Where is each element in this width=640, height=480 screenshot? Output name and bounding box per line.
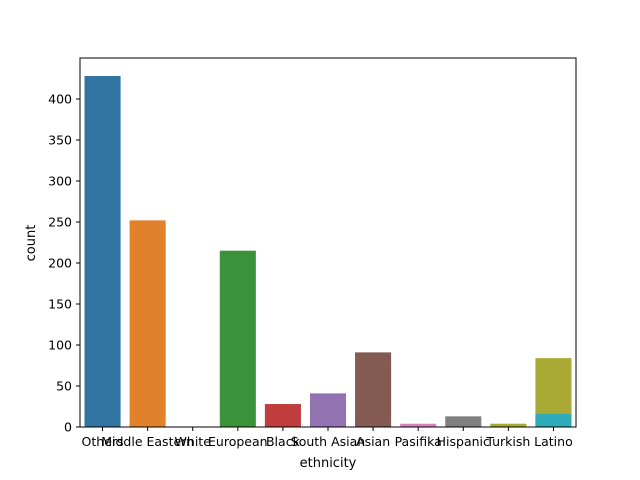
y-tick-label-50: 50: [56, 379, 72, 394]
y-tick-label-100: 100: [48, 338, 72, 353]
x-tick-label-latino: Latino: [534, 434, 573, 449]
bar-hispanic-8: [445, 416, 482, 427]
bar-black-4: [264, 404, 301, 427]
x-tick-label-others: Others: [82, 434, 124, 449]
y-tick-label-350: 350: [48, 133, 72, 148]
x-tick-label-turkish: Turkish: [485, 434, 530, 449]
bar-asian-6: [355, 352, 392, 427]
x-tick-label-pasifika: Pasifika: [395, 434, 442, 449]
bars-layer: [84, 76, 572, 427]
x-tick-label-south-asian: South Asian: [291, 434, 365, 449]
x-tick-label-hispanic: Hispanic: [437, 434, 490, 449]
x-tick-label-asian: Asian: [356, 434, 390, 449]
bar-pasifika-7: [400, 423, 437, 427]
x-tick-label-european: European: [208, 434, 268, 449]
x-axis-label: ethnicity: [300, 456, 357, 471]
bar-others-0: [84, 76, 121, 427]
y-tick-label-400: 400: [48, 92, 72, 107]
y-axis-label: count: [24, 225, 39, 262]
x-tick-label-middle-eastern: Middle Eastern: [101, 434, 194, 449]
x-tick-label-black: Black: [266, 434, 301, 449]
y-tick-label-0: 0: [64, 420, 72, 435]
bar-south-asian-5: [309, 393, 347, 427]
y-tick-label-250: 250: [48, 215, 72, 230]
y-tick-label-300: 300: [48, 174, 72, 189]
y-tick-label-150: 150: [48, 297, 72, 312]
x-tick-label-white: White: [175, 434, 212, 449]
bar-latino-11: [535, 413, 572, 427]
bar-european-3: [219, 250, 256, 427]
bar-turkish-9: [490, 423, 527, 427]
y-tick-label-200: 200: [48, 256, 72, 271]
bar-middle-eastern-1: [129, 220, 166, 427]
